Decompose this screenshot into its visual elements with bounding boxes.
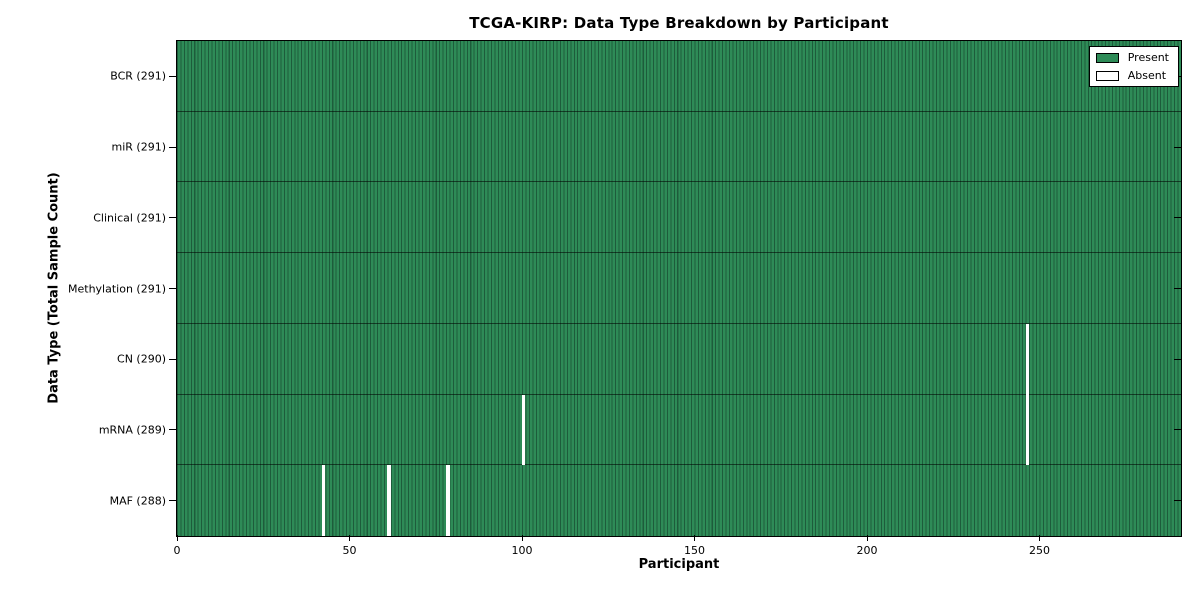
xtick-label-200: 200 [856,544,878,557]
row-mrna [177,394,1181,466]
row-divider [177,181,1181,183]
row-maf [177,465,1181,537]
row-divider [177,110,1181,112]
xtick-mark [694,535,696,541]
ytick-label-mrna: mRNA (289) [98,423,166,437]
xtick-label-50: 50 [342,544,357,557]
legend-swatch-absent [1095,70,1119,81]
ytick-mark [169,75,177,77]
xtick-mark [349,535,350,541]
legend-entry-absent: Absent [1095,69,1169,82]
absent-gap-cn-246 [1025,323,1030,395]
ytick-label-maf: MAF (288) [109,494,166,508]
xtick-mark [1039,535,1041,541]
ytick-label-bcr: BCR (291) [110,69,166,83]
xtick-label-100: 100 [511,544,533,557]
ytick-label-methylation: Methylation (291) [68,282,166,295]
row-divider [177,252,1181,254]
xtick-mark [866,535,868,541]
absent-gap-mrna-246 [1025,394,1030,466]
ytick-mark-right [1174,217,1182,219]
rows-container [177,41,1181,537]
ytick-mark-right [1174,358,1182,360]
xtick-label-0: 0 [173,544,181,557]
row-cn [177,323,1181,395]
xtick-mark [176,535,178,541]
xtick-label-150: 150 [684,544,706,557]
row-methylation [177,253,1181,324]
legend-swatch-present [1095,52,1119,63]
ytick-mark [169,146,177,148]
row-mir [177,111,1181,183]
absent-gap-maf-42 [321,465,326,537]
xtick-mark [521,535,523,541]
absent-gap-mrna-100 [522,394,526,466]
legend-entry-present: Present [1095,51,1169,64]
ytick-mark [169,288,177,289]
legend-label-absent: Absent [1127,69,1167,82]
ytick-label-cn: CN (290) [117,352,166,366]
ytick-mark [169,500,177,502]
legend-label-present: Present [1127,51,1169,64]
x-axis-label: Participant [638,557,720,572]
row-divider [177,322,1181,324]
ytick-label-clinical: Clinical (291) [93,211,166,225]
ytick-label-mir: miR (291) [111,140,167,154]
chart-title: TCGA-KIRP: Data Type Breakdown by Partic… [469,14,889,32]
ytick-mark-right [1174,429,1182,431]
ytick-mark [169,217,177,219]
ytick-mark-right [1174,146,1182,148]
ytick-mark [169,429,177,431]
ytick-mark-right [1174,500,1182,502]
absent-gap-maf-78 [446,465,450,537]
row-bcr [177,41,1181,112]
ytick-mark-right [1174,288,1182,289]
xtick-label-250: 250 [1029,544,1051,557]
legend: Present Absent [1088,46,1179,87]
absent-gap-maf-61 [387,465,391,537]
plot-area: Present Absent [176,40,1182,537]
row-divider [177,393,1181,395]
row-divider [177,464,1181,466]
row-clinical [177,182,1181,254]
ytick-mark [169,358,177,360]
